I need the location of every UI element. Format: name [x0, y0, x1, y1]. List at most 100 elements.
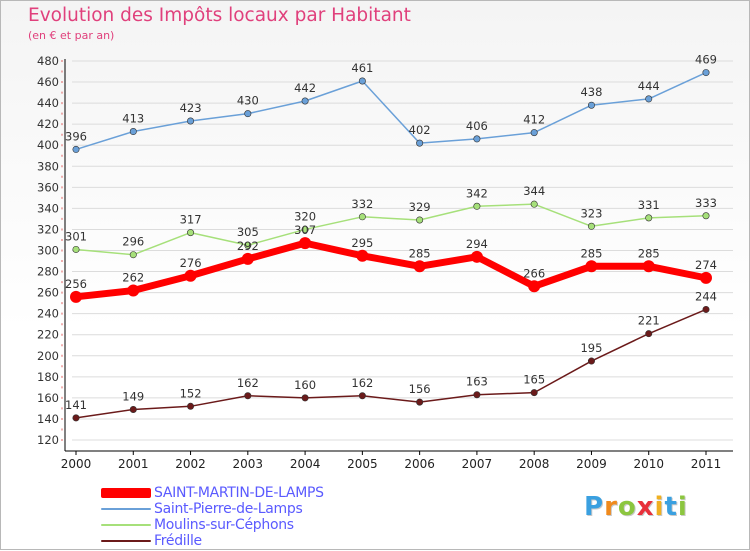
y-tick-label: 320 [37, 222, 59, 236]
legend-swatch [101, 524, 151, 526]
legend-swatch [101, 540, 151, 542]
data-label: 332 [351, 197, 373, 211]
y-tick-label: 120 [37, 433, 59, 447]
series-line [75, 308, 707, 419]
data-point [129, 405, 137, 413]
data-label: 141 [65, 398, 87, 412]
legend-label: Saint-Pierre-de-Lamps [154, 501, 303, 517]
data-point [700, 271, 712, 284]
data-point [645, 95, 653, 103]
data-point [645, 214, 653, 222]
legend-item: Frédille [101, 533, 324, 549]
data-point [587, 222, 595, 230]
data-point [473, 391, 481, 399]
logo-letter: i [677, 492, 688, 522]
y-tick-label: 440 [37, 96, 59, 110]
data-point [301, 97, 309, 105]
chart-legend: SAINT-MARTIN-DE-LAMPS Saint-Pierre-de-La… [101, 485, 324, 549]
data-label: 438 [580, 85, 602, 99]
data-point [528, 280, 541, 293]
data-point [72, 414, 80, 422]
data-label: 301 [65, 229, 87, 243]
logo-letter: t [664, 492, 678, 522]
data-label: 413 [122, 112, 144, 126]
data-point [473, 135, 481, 143]
x-tick-label: 2005 [347, 457, 378, 471]
data-label: 344 [523, 184, 545, 198]
data-point [702, 69, 710, 77]
data-label: 412 [523, 113, 545, 127]
y-tick-label: 420 [37, 117, 59, 131]
data-point [70, 290, 82, 303]
data-label: 162 [351, 376, 373, 390]
data-label: 307 [294, 223, 316, 237]
x-tick-label: 2006 [404, 457, 435, 471]
data-point [587, 357, 595, 365]
data-point [187, 402, 195, 410]
chart-subtitle: (en € et par an) [28, 29, 115, 42]
data-point [72, 145, 80, 153]
data-label: 285 [638, 246, 660, 260]
x-tick-label: 2004 [290, 457, 321, 471]
data-point [530, 200, 538, 208]
legend-item: Moulins-sur-Céphons [101, 517, 324, 533]
data-label: 165 [523, 373, 545, 387]
data-label: 163 [466, 375, 488, 389]
legend-label: Frédille [154, 533, 202, 549]
data-point [299, 237, 312, 250]
y-tick-label: 280 [37, 265, 59, 279]
legend-label: SAINT-MARTIN-DE-LAMPS [154, 485, 324, 501]
data-point [413, 260, 426, 273]
data-label: 444 [638, 79, 660, 93]
data-label: 149 [122, 389, 144, 403]
data-point [244, 110, 252, 118]
x-tick-label: 2002 [175, 457, 206, 471]
data-point [356, 249, 369, 262]
x-tick-label: 2000 [61, 457, 92, 471]
data-point [416, 398, 424, 406]
data-label: 461 [351, 61, 373, 75]
data-point [72, 245, 80, 253]
x-tick-label: 2008 [519, 457, 550, 471]
data-point [187, 117, 195, 125]
data-label: 469 [695, 53, 717, 67]
data-point [470, 250, 483, 263]
chart-title: Evolution des Impôts locaux par Habitant [28, 5, 411, 26]
data-point [416, 216, 424, 224]
data-label: 294 [466, 237, 488, 251]
data-point [473, 202, 481, 210]
data-point [244, 241, 252, 249]
data-point [244, 392, 252, 400]
y-tick-label: 260 [37, 286, 59, 300]
data-label: 305 [237, 225, 259, 239]
data-point [530, 389, 538, 397]
data-label: 285 [580, 246, 602, 260]
x-tick-label: 2011 [691, 457, 722, 471]
data-point [187, 229, 195, 237]
data-label: 396 [65, 129, 87, 143]
data-point [702, 212, 710, 220]
data-label: 323 [580, 206, 602, 220]
legend-swatch [101, 488, 151, 498]
y-tick-label: 240 [37, 307, 59, 321]
data-label: 320 [294, 209, 316, 223]
y-tick-label: 140 [37, 412, 59, 426]
logo-letter: i [654, 492, 665, 522]
proxiti-logo: Proxiti [584, 492, 688, 522]
data-label: 442 [294, 81, 316, 95]
y-tick-label: 380 [37, 159, 59, 173]
legend-item: Saint-Pierre-de-Lamps [101, 501, 324, 517]
data-point [241, 252, 254, 265]
legend-item: SAINT-MARTIN-DE-LAMPS [101, 485, 324, 501]
data-point [585, 260, 598, 273]
y-tick-label: 180 [37, 370, 59, 384]
data-point [642, 260, 655, 273]
data-point [702, 305, 710, 313]
data-label: 276 [180, 256, 202, 270]
series-line [72, 239, 710, 301]
data-point [530, 129, 538, 137]
logo-letter: o [617, 492, 637, 522]
data-label: 256 [65, 277, 87, 291]
x-tick-label: 2009 [576, 457, 607, 471]
x-tick-label: 2001 [118, 457, 149, 471]
